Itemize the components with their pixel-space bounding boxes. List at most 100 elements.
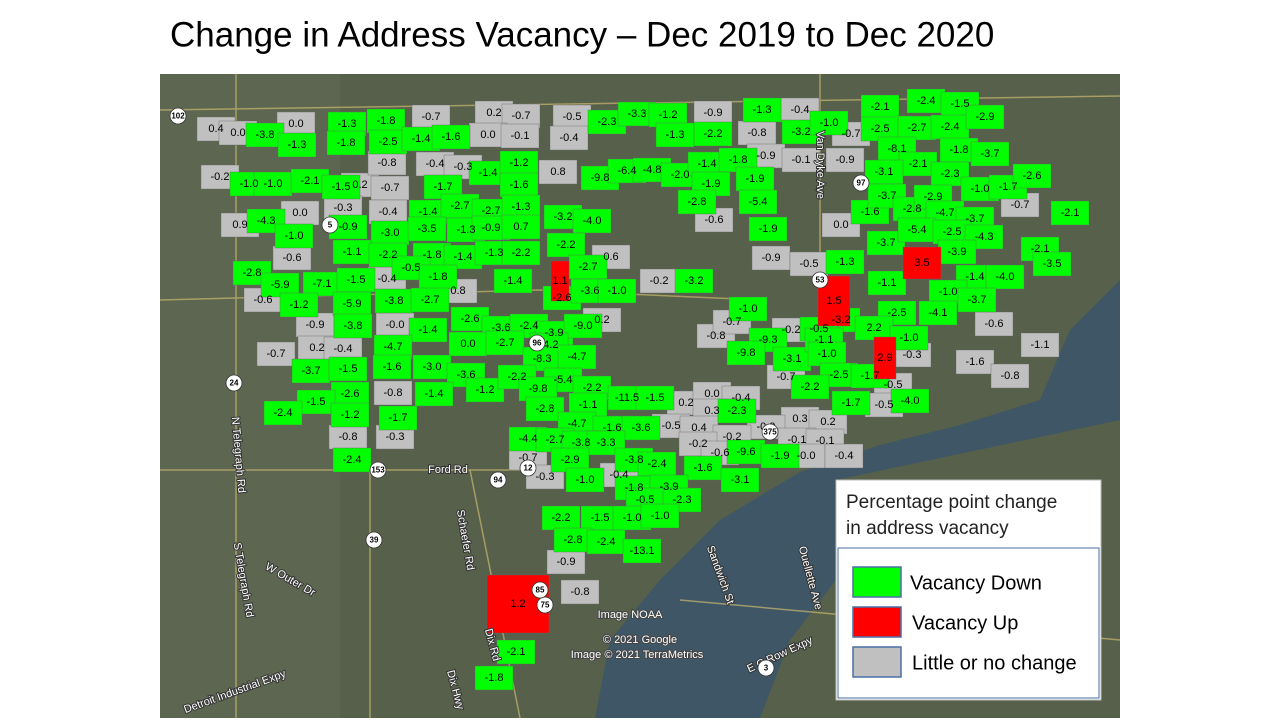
area-2 xyxy=(552,104,592,130)
area-0 xyxy=(496,639,536,665)
area-value: -3.6 xyxy=(492,322,511,334)
route-shield xyxy=(169,107,187,125)
area-value: -0.5 xyxy=(636,494,655,506)
area-0 xyxy=(501,240,541,266)
area-value: -1.4 xyxy=(504,275,523,287)
area-1 xyxy=(873,336,897,380)
route-shield xyxy=(519,459,537,477)
area-value: -0.4 xyxy=(791,104,810,116)
area-value: -0.4 xyxy=(560,132,579,144)
area-value: -3.8 xyxy=(256,129,275,141)
area-value: -0.5 xyxy=(402,262,421,274)
area-value: -3.8 xyxy=(625,454,644,466)
area-value: -3.3 xyxy=(628,108,647,120)
area-value: -1.1 xyxy=(815,334,834,346)
area-value: -2.7 xyxy=(579,261,598,273)
area-value: -1.5 xyxy=(332,181,351,193)
area-value: -1.8 xyxy=(729,154,748,166)
area-0 xyxy=(748,216,788,242)
area-0 xyxy=(918,300,958,326)
area-value: -1.8 xyxy=(337,137,356,149)
route-shield xyxy=(321,216,339,234)
area-0 xyxy=(431,124,471,150)
area-value: -2.3 xyxy=(673,494,692,506)
area-2 xyxy=(546,549,586,575)
area-value: -2.4 xyxy=(343,454,362,466)
area-value: -0.7 xyxy=(1011,199,1030,211)
area-0 xyxy=(864,159,904,185)
area-value: -0.2 xyxy=(211,171,230,183)
area-value: 0.3 xyxy=(704,405,719,417)
area-value: -1.3 xyxy=(512,201,531,213)
route-shield xyxy=(536,596,554,614)
area-value: -3.5 xyxy=(418,223,437,235)
area-value: -3.7 xyxy=(302,365,321,377)
area-0 xyxy=(965,104,1005,130)
area-value: 0.0 xyxy=(460,338,475,350)
area-0 xyxy=(728,296,768,322)
area-value: -0.4 xyxy=(732,392,751,404)
route-number: 53 xyxy=(816,276,825,285)
area-value: 0.4 xyxy=(208,123,223,135)
area-value: -0.5 xyxy=(662,420,681,432)
area-value: 0.6 xyxy=(603,251,618,263)
area-0 xyxy=(760,443,800,469)
area-value: -2.8 xyxy=(536,403,555,415)
area-value: -0.4 xyxy=(610,469,629,481)
area-0 xyxy=(970,141,1010,167)
area-value: -1.9 xyxy=(771,450,790,462)
area-value: -0.8 xyxy=(571,586,590,598)
area-value: -3.2 xyxy=(832,314,851,326)
area-0 xyxy=(635,385,675,411)
area-0 xyxy=(807,341,847,367)
area-value: -5.4 xyxy=(554,374,573,386)
area-0 xyxy=(674,268,714,294)
area-value: -0.0 xyxy=(797,450,816,462)
area-2 xyxy=(368,199,408,225)
area-value: -1.0 xyxy=(608,285,627,297)
legend: Percentage point change in address vacan… xyxy=(835,479,1102,701)
area-value: -13.1 xyxy=(629,545,654,557)
area-value: -0.9 xyxy=(836,154,855,166)
area-value: -1.4 xyxy=(966,271,985,283)
area-0 xyxy=(321,174,361,200)
route-number: 102 xyxy=(171,112,185,121)
area-value: -2.1 xyxy=(1031,243,1050,255)
area-value: -4.0 xyxy=(583,215,602,227)
area-value: -0.8 xyxy=(378,157,397,169)
area-value: -4.3 xyxy=(257,215,276,227)
area-value: -3.8 xyxy=(344,320,363,332)
area-value: -0.6 xyxy=(705,214,724,226)
area-value: -2.6 xyxy=(341,388,360,400)
area-value: -2.2 xyxy=(557,239,576,251)
area-value: -2.8 xyxy=(564,534,583,546)
area-value: -2.5 xyxy=(888,307,907,319)
area-2 xyxy=(272,245,312,271)
area-value: -1.1 xyxy=(343,246,362,258)
area-0 xyxy=(333,313,373,339)
area-value: 0.2 xyxy=(820,416,835,428)
area-value: -3.2 xyxy=(685,275,704,287)
area-value: -2.2 xyxy=(552,512,571,524)
area-value: -1.2 xyxy=(510,157,529,169)
area-value: -0.1 xyxy=(511,130,530,142)
area-value: -3.7 xyxy=(966,213,985,225)
area-value: -1.5 xyxy=(347,274,366,286)
area-value: -0.2 xyxy=(723,431,742,443)
area-value: -1.7 xyxy=(389,412,408,424)
area-value: -2.4 xyxy=(520,320,539,332)
area-value: -3.0 xyxy=(381,227,400,239)
area-value: -2.8 xyxy=(903,203,922,215)
area-value: -1.2 xyxy=(290,299,309,311)
legend-label: Vacancy Down xyxy=(910,572,1042,594)
area-value: -0.4 xyxy=(334,343,353,355)
area-value: -5.4 xyxy=(749,196,768,208)
area-0 xyxy=(368,129,408,155)
area-value: 0.8 xyxy=(550,166,565,178)
area-value: -1.5 xyxy=(951,98,970,110)
area-0 xyxy=(726,340,766,366)
area-value: -1.3 xyxy=(338,118,357,130)
area-0 xyxy=(937,239,977,265)
area-value: -0.4 xyxy=(379,206,398,218)
